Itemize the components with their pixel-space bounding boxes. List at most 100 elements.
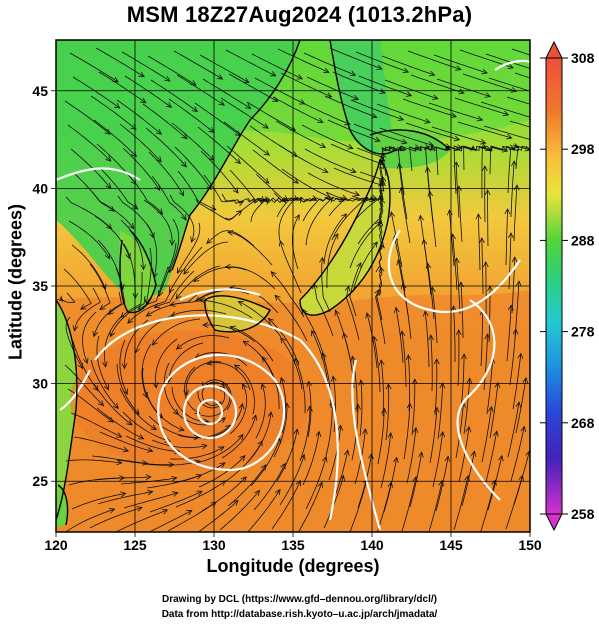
streamline	[149, 490, 203, 513]
streamline	[91, 455, 148, 464]
streamline	[377, 156, 385, 201]
streamline	[280, 72, 332, 98]
streamline	[63, 268, 92, 310]
streamline	[507, 402, 520, 458]
streamline-arrow	[229, 325, 236, 331]
streamline-arrow	[194, 296, 202, 302]
streamline-arrow	[493, 430, 499, 437]
streamline	[227, 464, 267, 507]
streamline	[93, 383, 133, 426]
streamline	[203, 174, 244, 204]
streamline-arrow	[424, 118, 431, 124]
streamline	[121, 51, 171, 82]
streamline	[328, 425, 342, 481]
streamline-arrow	[456, 144, 463, 150]
lon-tick-label: 120	[44, 537, 68, 553]
streamline	[65, 459, 122, 464]
streamline-arrow	[378, 359, 385, 366]
streamline	[294, 358, 306, 414]
streamline-arrow	[466, 377, 473, 384]
streamline	[169, 246, 203, 293]
streamline-arrow	[453, 145, 461, 152]
streamline	[321, 257, 331, 313]
streamline-arrow	[116, 459, 123, 466]
streamline	[431, 126, 486, 144]
lon-tick-label: 125	[123, 537, 147, 553]
streamline	[349, 262, 362, 317]
streamline	[514, 281, 520, 338]
streamline-arrow	[461, 353, 467, 360]
streamline-arrow	[371, 113, 378, 119]
streamline	[410, 74, 465, 94]
streamline-arrow	[193, 434, 200, 441]
streamline	[380, 360, 384, 417]
x-axis-label: Longitude (degrees)	[206, 556, 380, 576]
streamline	[226, 145, 270, 184]
streamline	[183, 241, 229, 275]
streamline-arrow	[458, 281, 465, 288]
streamline-arrow	[311, 329, 317, 337]
page-title: MSM 18Z27Aug2024 (1013.2hPa)	[126, 2, 473, 27]
streamline	[481, 237, 484, 294]
streamline-arrow	[181, 133, 188, 140]
streamline-arrow	[120, 491, 127, 498]
streamline	[332, 71, 386, 94]
streamline	[402, 283, 412, 340]
streamline-arrow	[144, 298, 150, 305]
streamline-arrow	[127, 317, 134, 324]
streamline-arrow	[292, 178, 299, 184]
streamline-arrow	[425, 262, 432, 269]
streamline-arrow	[372, 241, 378, 248]
streamline	[247, 197, 288, 204]
streamline	[506, 96, 530, 105]
streamline-arrow	[406, 402, 413, 409]
streamline-arrow	[397, 145, 404, 152]
streamline	[332, 376, 337, 433]
streamline-arrow	[147, 447, 154, 453]
streamline	[225, 49, 276, 77]
streamline	[168, 218, 180, 273]
streamline	[219, 490, 260, 531]
streamline-arrow	[396, 259, 403, 266]
streamline	[68, 220, 110, 259]
streamline	[251, 53, 303, 80]
streamline-arrow	[520, 425, 527, 433]
streamline	[406, 427, 417, 484]
streamline	[122, 411, 171, 442]
streamline	[455, 402, 464, 459]
streamline	[353, 123, 407, 144]
streamline	[458, 186, 463, 243]
streamline-arrow	[105, 155, 112, 162]
streamline-arrow	[343, 449, 350, 456]
streamline-arrow	[484, 92, 492, 98]
streamline-arrow	[319, 142, 327, 148]
streamline-arrow	[218, 446, 225, 452]
streamline-arrow	[294, 214, 300, 221]
streamline	[96, 335, 109, 390]
streamline	[457, 329, 460, 387]
streamline	[434, 359, 438, 416]
streamline	[224, 197, 270, 220]
streamline-arrow	[476, 115, 484, 122]
streamline	[453, 305, 456, 362]
streamline-arrow	[322, 167, 329, 173]
streamline	[142, 103, 188, 140]
streamline-arrow	[453, 161, 460, 168]
streamline	[72, 340, 99, 391]
streamline	[350, 99, 404, 121]
streamline-arrow	[57, 295, 64, 302]
streamline	[201, 379, 232, 411]
streamline-arrow	[464, 474, 470, 482]
streamline	[505, 475, 523, 530]
streamline-arrow	[422, 310, 429, 317]
streamline	[484, 431, 498, 487]
streamline	[99, 431, 153, 452]
streamline-arrow	[380, 176, 387, 183]
streamline	[411, 379, 416, 436]
streamline	[117, 459, 174, 466]
streamline	[510, 161, 515, 218]
streamline-arrow	[333, 233, 339, 240]
streamline-arrow	[280, 337, 286, 344]
streamline-arrow	[532, 138, 538, 143]
streamline	[238, 301, 282, 338]
